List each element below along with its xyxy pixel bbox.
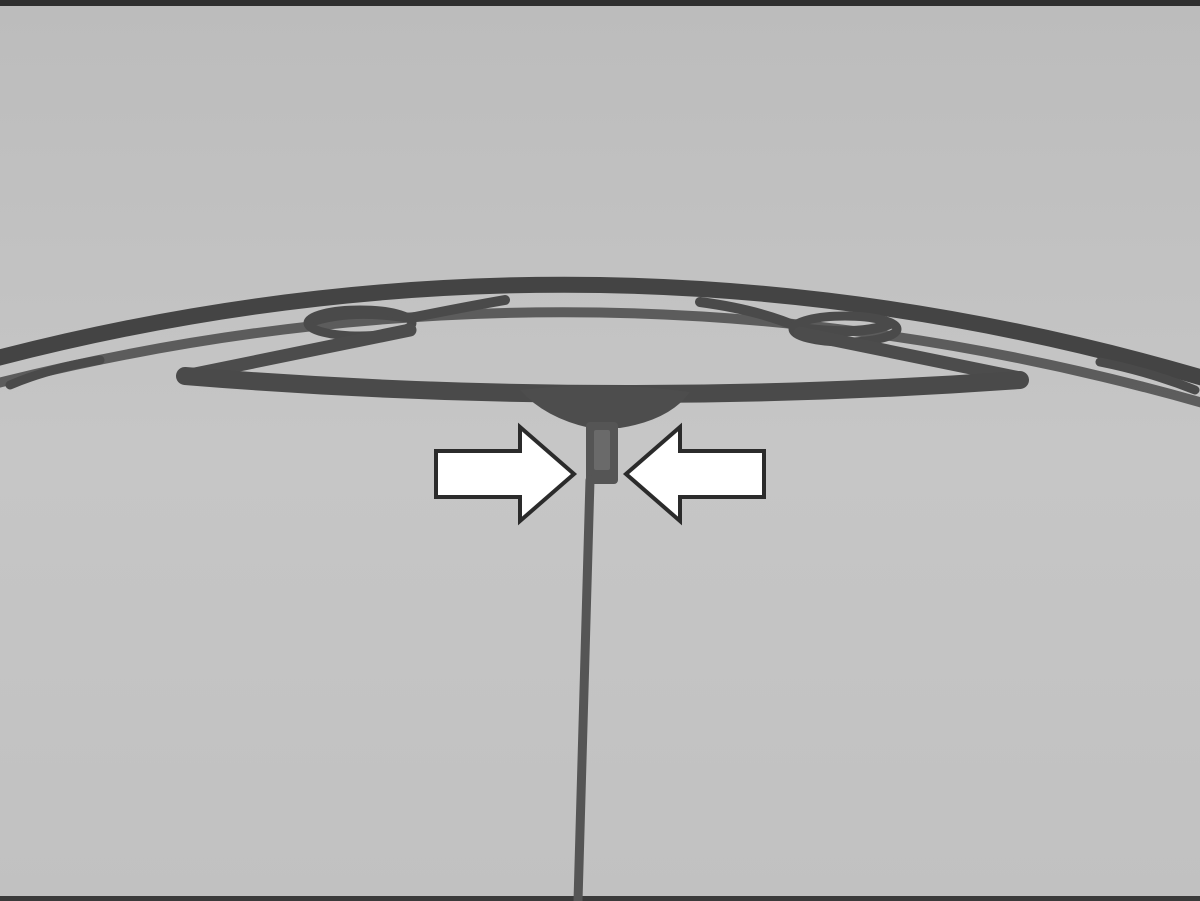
outer-arc-pole-secondary [0,307,1200,408]
top-border [0,0,1200,6]
center-hub [520,385,690,428]
outer-arc-pole [0,276,1200,386]
arrow-right-icon [434,422,578,526]
bottom-border [0,896,1200,901]
arrow-left-icon [622,422,766,526]
vertical-pole [573,475,595,901]
right-strut [793,326,1027,385]
left-strut [183,323,417,382]
right-end-loop [1095,357,1200,395]
center-clip-inner [594,430,610,470]
left-end-loop [5,355,105,390]
